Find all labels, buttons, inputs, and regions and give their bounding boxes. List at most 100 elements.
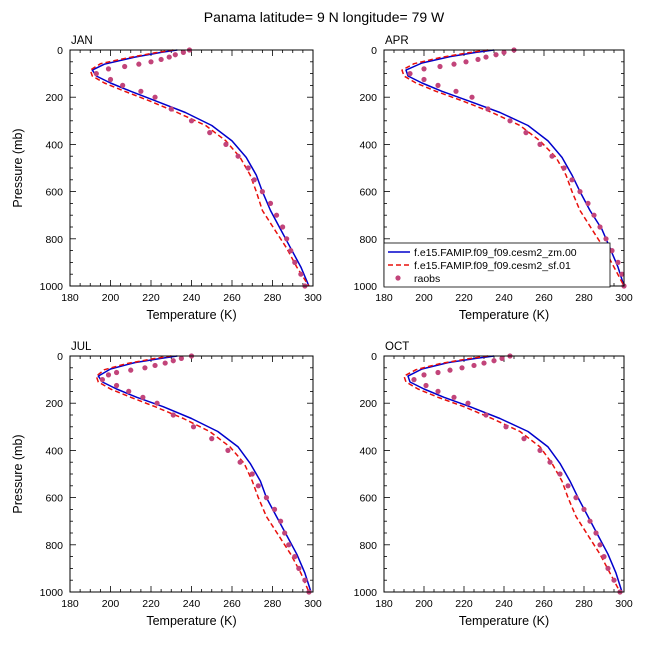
x-axis-label: Temperature (K)	[146, 308, 236, 322]
raobs-point	[170, 358, 176, 364]
raobs-point	[288, 248, 294, 254]
x-tick-label: 260	[223, 292, 241, 304]
series-line-sf	[401, 49, 625, 287]
raobs-point	[286, 542, 292, 548]
chart-panel-oct: 180 200 220 240 260 280 300 0 200 400 600 800 1000 Te…	[354, 341, 633, 628]
series-line-zm	[91, 49, 310, 287]
raobs-point	[235, 153, 241, 159]
raobs-point	[267, 200, 274, 206]
raobs-point	[180, 49, 186, 55]
raobs-point	[421, 76, 427, 83]
raobs-point	[255, 483, 261, 489]
raobs-point	[593, 530, 599, 536]
raobs-point	[207, 130, 213, 136]
raobs-point	[507, 118, 513, 124]
raobs-point	[597, 542, 603, 548]
legend-label: raobs	[414, 273, 440, 285]
legend-label: f.e15.FAMIP.f09_f09.cesm2_sf.01	[414, 260, 571, 272]
x-axis-label: Temperature (K)	[459, 308, 549, 322]
raobs-point	[611, 577, 617, 583]
raobs-point	[521, 436, 527, 442]
legend-box	[383, 242, 611, 288]
panel-label: APR	[385, 35, 409, 47]
x-tick-label: 260	[535, 292, 553, 304]
raobs-point	[172, 52, 178, 58]
raobs-point	[609, 248, 615, 254]
raobs-point	[126, 388, 132, 394]
raobs-point	[459, 365, 465, 371]
raobs-point	[190, 424, 197, 430]
raobs-point	[603, 236, 609, 242]
raobs-point	[615, 259, 621, 265]
raobs-point	[573, 495, 579, 501]
raobs-point	[284, 236, 290, 242]
y-tick-label: 0	[57, 351, 63, 363]
panels: 180 200 220 240 260 280 300 0 200 400 600 800 1000 Te…	[11, 35, 633, 628]
raobs-point	[122, 63, 128, 70]
raobs-point	[278, 518, 284, 524]
x-tick-label: 300	[615, 292, 633, 304]
raobs-point	[105, 372, 112, 378]
raobs-point	[259, 189, 265, 195]
raobs-point	[148, 59, 154, 65]
raobs-point	[251, 177, 257, 183]
raobs-point	[166, 54, 172, 60]
x-tick-label: 180	[375, 598, 393, 610]
raobs-point	[421, 66, 427, 72]
raobs-point	[168, 106, 174, 112]
y-tick-label: 600	[359, 493, 377, 505]
y-tick-label: 400	[45, 445, 63, 457]
panel-label: OCT	[385, 341, 409, 353]
raobs-point	[565, 483, 571, 489]
raobs-point	[451, 394, 457, 400]
y-tick-label: 200	[359, 92, 377, 104]
raobs-point	[245, 165, 251, 171]
y-tick-label: 800	[359, 234, 377, 246]
y-tick-label: 200	[45, 398, 63, 410]
y-tick-label: 0	[371, 351, 377, 363]
y-tick-label: 400	[359, 139, 377, 151]
x-tick-label: 240	[495, 598, 513, 610]
x-tick-label: 300	[304, 598, 322, 610]
raobs-point	[188, 118, 195, 124]
raobs-point	[557, 471, 563, 477]
raobs-point	[302, 577, 308, 583]
raobs-point	[485, 106, 491, 112]
raobs-point	[93, 71, 99, 77]
x-tick-label: 240	[183, 598, 201, 610]
y-tick-label: 600	[45, 493, 63, 505]
figure-title: Panama latitude= 9 N longitude= 79 W	[204, 9, 445, 25]
chart-panel-apr: 180 200 220 240 260 280 300 0 200 400 600 800 1000 Te…	[354, 35, 633, 322]
x-tick-label: 300	[304, 292, 322, 304]
raobs-point	[591, 212, 597, 218]
raobs-point	[577, 189, 583, 195]
raobs-point	[547, 459, 553, 465]
raobs-point	[162, 360, 168, 366]
raobs-point	[136, 61, 142, 67]
raobs-point	[209, 436, 215, 442]
raobs-point	[435, 369, 441, 376]
raobs-point	[296, 565, 302, 572]
raobs-point	[421, 372, 427, 378]
raobs-point	[475, 56, 481, 63]
raobs-point	[298, 271, 304, 277]
plot-frame	[69, 49, 314, 287]
y-axis-label: Pressure (mb)	[11, 128, 25, 207]
raobs-point	[503, 424, 509, 430]
y-tick-label: 1000	[354, 587, 378, 599]
y-tick-label: 800	[45, 234, 63, 246]
y-tick-label: 0	[371, 45, 377, 57]
legend-marker	[395, 275, 401, 281]
raobs-markers	[99, 353, 312, 595]
raobs-point	[411, 377, 417, 383]
y-tick-label: 800	[45, 540, 63, 552]
legend: f.e15.FAMIP.f09_f09.cesm2_zm.00f.e15.FAM…	[383, 242, 611, 288]
x-tick-label: 240	[183, 292, 201, 304]
raobs-point	[537, 447, 543, 453]
raobs-point	[597, 224, 603, 230]
raobs-point	[587, 518, 593, 524]
plot-frame	[383, 355, 625, 593]
x-tick-label: 280	[264, 292, 282, 304]
raobs-point	[273, 212, 280, 218]
